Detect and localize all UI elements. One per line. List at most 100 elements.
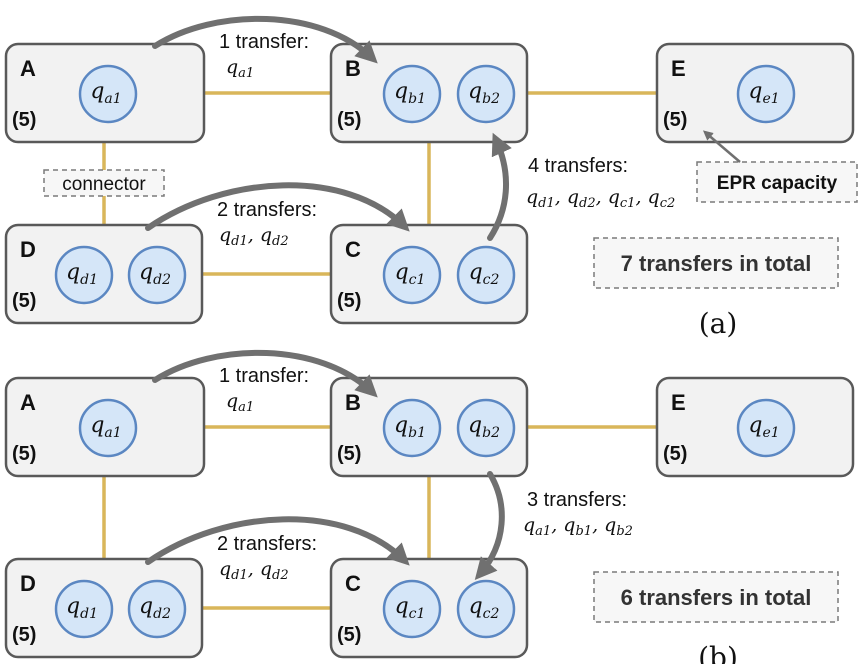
qubit-circle [736,64,796,124]
transfer-annotation: 4 transfers: qd1, qd2, qc1, qc2 [526,155,675,211]
qubit-circle [127,245,187,305]
panel-a: A (5) qa1 B (5) qb1 qb2 E (5) qe1 D (5) qd1 qd2 C (5) qc… [4,15,858,340]
node-d: D (5) qd1 qd2 [4,223,204,325]
qubit-circle [127,579,187,639]
qubit-label: qa1 [90,413,121,441]
node-label: C [345,571,361,596]
qubit-label: qe1 [748,413,779,441]
qubit-circle [382,245,442,305]
qubit-label: qc1 [395,260,426,288]
node-capacity: (5) [337,290,361,312]
transfer-count: 2 transfers: [217,199,317,221]
node-a: A (5) qa1 [4,376,206,478]
qubit-label: qb1 [394,413,426,441]
node-label: C [345,237,361,262]
transfer-qubits: qd1, qd2 [219,558,289,583]
node-d: D (5) qd1 qd2 [4,557,204,659]
epr-pointer-arrow [702,130,741,163]
node-capacity: (5) [337,624,361,646]
node-label: E [671,390,686,415]
node-capacity: (5) [12,443,36,465]
node-label: B [345,56,361,81]
total-box [593,571,839,623]
node-label: E [671,56,686,81]
connector-box [43,169,165,197]
transfer-annotation: 1 transfer: qa1 [219,365,309,415]
connector-annotation: connector [43,169,165,197]
total-transfers: 6 transfers in total [593,571,839,623]
total-box [593,237,839,289]
transfer-annotation: 3 transfers: qa1, qb1, qb2 [523,489,633,539]
qubit-circle [736,398,796,458]
node-label: A [20,56,36,81]
transfer-count: 1 transfer: [219,31,309,53]
transfer-count: 3 transfers: [527,489,627,511]
node-capacity: (5) [663,109,687,131]
qubit-label: qa1 [90,79,121,107]
qubit-label: qd1 [66,260,98,288]
qubit-circle [456,398,516,458]
epr-label: EPR capacity [717,173,838,194]
connector-label: connector [62,174,146,195]
qubit-circle [54,245,114,305]
transfer-qubits: qd1, qd2, qc1, qc2 [526,186,675,211]
qubit-label: qc1 [395,594,426,622]
node-b: B (5) qb1 qb2 [329,376,529,478]
node-capacity: (5) [12,109,36,131]
node-label: D [20,571,36,596]
qubit-circle [382,398,442,458]
node-label: B [345,390,361,415]
node-c: C (5) qc1 qc2 [329,223,529,325]
node-label: A [20,390,36,415]
transfer-arrow-d-to-c [145,182,410,232]
transfer-arrow-b-to-c [474,471,505,581]
total-transfers: 7 transfers in total [593,237,839,289]
qubit-circle [456,579,516,639]
transfer-annotation: 1 transfer: qa1 [219,31,309,81]
transfer-arrow-a-to-b [152,349,378,398]
node-a: A (5) qa1 [4,42,206,144]
transfer-annotation: 2 transfers: qd1, qd2 [217,199,317,249]
qubit-label: qb2 [468,79,500,107]
qubit-label: qd1 [66,594,98,622]
qubit-circle [382,579,442,639]
node-capacity: (5) [12,290,36,312]
node-capacity: (5) [663,443,687,465]
qubit-circle [456,245,516,305]
qubit-label: qb2 [468,413,500,441]
transfer-arrow-c-to-b [487,132,512,241]
node-e: E (5) qe1 [655,42,855,144]
panel-label: (a) [699,307,738,340]
node-label: D [20,237,36,262]
qubit-label: qc2 [469,594,500,622]
panel-b: A (5) qa1 B (5) qb1 qb2 E (5) qe1 D (5) qd1 qd2 C (5) qc… [4,349,855,664]
transfer-count: 1 transfer: [219,365,309,387]
transfer-qubits: qa1 [226,56,254,81]
transfer-qubits: qa1 [226,390,254,415]
node-b: B (5) qb1 qb2 [329,42,529,144]
qubit-circle [78,64,138,124]
qubit-label: qd2 [139,594,171,622]
total-label: 6 transfers in total [621,585,812,610]
epr-box [696,161,858,203]
node-capacity: (5) [337,109,361,131]
transfer-count: 2 transfers: [217,533,317,555]
qubit-circle [456,64,516,124]
qubit-label: qd2 [139,260,171,288]
epr-annotation: EPR capacity [696,130,858,203]
node-capacity: (5) [337,443,361,465]
qubit-label: qe1 [748,79,779,107]
panel-label: (b) [698,641,738,664]
qubit-circle [78,398,138,458]
qubit-label: qb1 [394,79,426,107]
transfer-count: 4 transfers: [528,155,628,177]
node-e: E (5) qe1 [655,376,855,478]
transfer-arrow-d-to-c [145,516,410,566]
transfer-annotation: 2 transfers: qd1, qd2 [217,533,317,583]
transfer-qubits: qd1, qd2 [219,224,289,249]
transfer-qubits: qa1, qb1, qb2 [523,514,633,539]
node-c: C (5) qc1 qc2 [329,557,529,659]
total-label: 7 transfers in total [621,251,812,276]
transfer-arrow-a-to-b [152,15,378,64]
